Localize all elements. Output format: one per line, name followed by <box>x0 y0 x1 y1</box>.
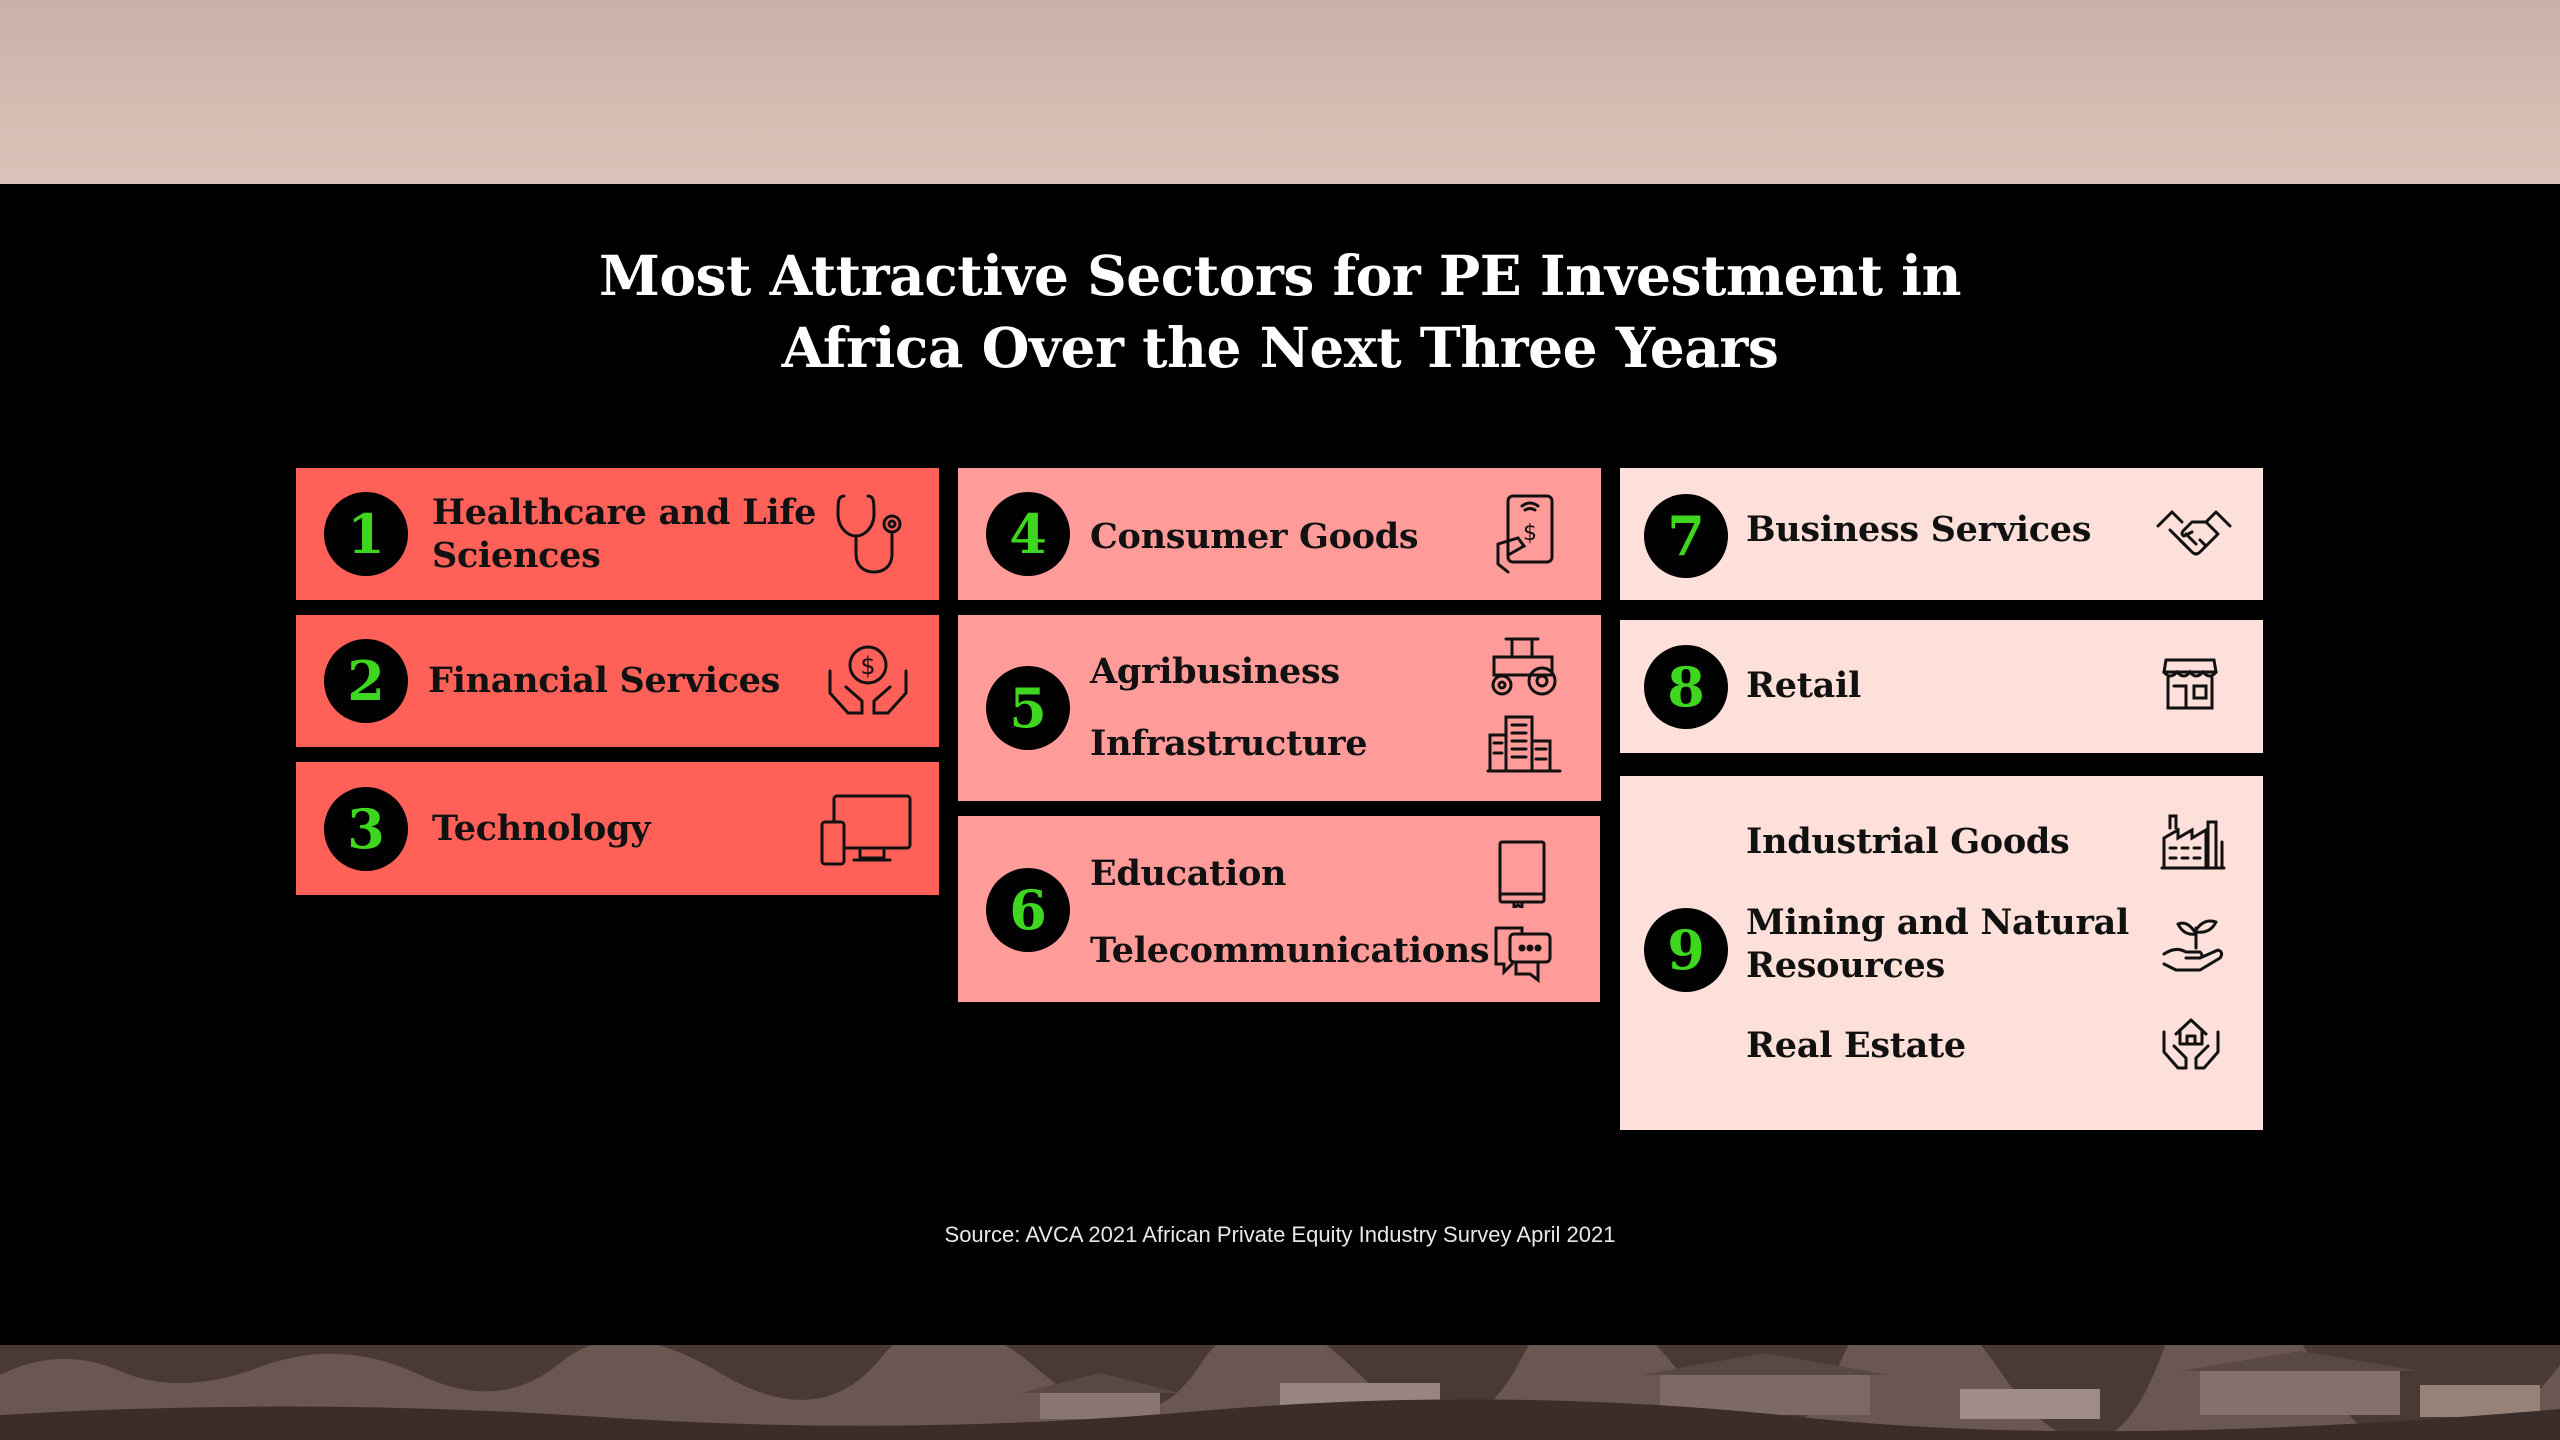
rank-badge: 5 <box>986 666 1070 750</box>
sector-card-1: 1 Healthcare and Life Sciences <box>296 468 939 600</box>
rank-badge: 1 <box>324 492 408 576</box>
sector-card-6: 6 Education Telecommunications <box>958 816 1600 1002</box>
sector-label: Technology <box>432 808 651 849</box>
sector-card-7: 7 Business Services <box>1620 468 2263 600</box>
book-icon <box>1496 840 1548 908</box>
sector-label: Education <box>1090 853 1287 894</box>
sector-label: Agribusiness <box>1090 651 1340 692</box>
mobile-payment-icon: $ <box>1494 494 1558 574</box>
sector-card-4: 4 Consumer Goods $ <box>958 468 1601 600</box>
sector-label: Consumer Goods <box>1090 516 1419 557</box>
sector-label: Resources <box>1746 945 1945 986</box>
village-photo-strip <box>0 1345 2560 1440</box>
sky-photo-strip <box>0 0 2560 184</box>
rank-badge: 4 <box>986 492 1070 576</box>
plant-hand-icon <box>2162 914 2224 974</box>
sector-label: Industrial Goods <box>1746 821 2070 862</box>
sector-card-2: 2 Financial Services $ <box>296 615 939 747</box>
sector-card-8: 8 Retail <box>1620 620 2263 753</box>
buildings-icon <box>1486 713 1562 775</box>
rank-badge: 9 <box>1644 908 1728 992</box>
chat-bubbles-icon <box>1492 924 1554 984</box>
sector-card-5: 5 Agribusiness Infrastructure <box>958 615 1601 801</box>
title-line-1: Most Attractive Sectors for PE Investmen… <box>598 243 1962 308</box>
svg-text:$: $ <box>860 652 875 680</box>
sector-label: Mining and Natural <box>1746 902 2129 943</box>
sector-label: Retail <box>1746 665 1861 706</box>
svg-text:$: $ <box>1523 521 1537 546</box>
sector-label: Financial Services <box>428 660 780 701</box>
tractor-icon <box>1486 635 1562 697</box>
sector-label: Infrastructure <box>1090 723 1368 764</box>
rank-badge: 2 <box>324 639 408 723</box>
rank-badge: 6 <box>986 868 1070 952</box>
title-line-2: Africa Over the Next Three Years <box>781 315 1779 380</box>
sector-label: Healthcare and Life <box>432 492 817 533</box>
sector-label: Sciences <box>432 535 601 576</box>
hands-coin-icon: $ <box>826 643 910 719</box>
storefront-icon <box>2162 656 2218 712</box>
sector-card-3: 3 Technology <box>296 762 939 895</box>
house-hands-icon <box>2160 1012 2222 1074</box>
rank-badge: 8 <box>1644 645 1728 729</box>
factory-icon <box>2160 812 2226 872</box>
rank-badge: 7 <box>1644 494 1728 578</box>
rank-badge: 3 <box>324 787 408 871</box>
page-title: Most Attractive Sectors for PE Investmen… <box>480 240 2080 384</box>
sector-label: Business Services <box>1746 509 2092 550</box>
stethoscope-icon <box>834 492 910 576</box>
source-note: Source: AVCA 2021 African Private Equity… <box>944 1222 1616 1247</box>
computer-devices-icon <box>820 794 912 866</box>
sector-label: Real Estate <box>1746 1025 1966 1066</box>
sector-card-9: 9 Industrial Goods Mining and Natural Re… <box>1620 776 2263 1130</box>
sector-label: Telecommunications <box>1090 930 1490 971</box>
handshake-icon <box>2156 504 2232 564</box>
